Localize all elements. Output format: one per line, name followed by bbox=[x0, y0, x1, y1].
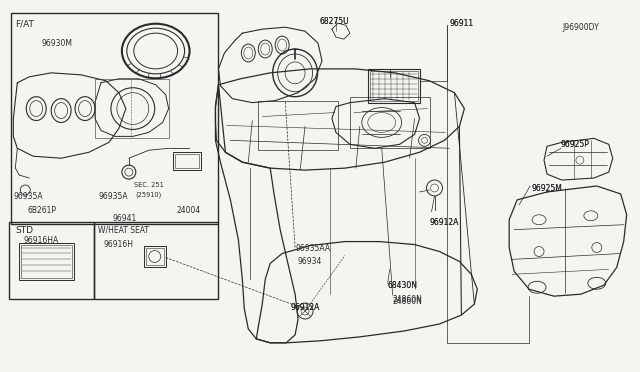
Text: 24004: 24004 bbox=[177, 206, 201, 215]
Text: 24860N: 24860N bbox=[393, 297, 422, 306]
Bar bbox=[175, 154, 198, 168]
Bar bbox=[144, 246, 166, 267]
Text: 96935A: 96935A bbox=[13, 192, 43, 201]
Text: 96935AA: 96935AA bbox=[295, 244, 330, 253]
Bar bbox=[21, 244, 72, 278]
Text: 96930M: 96930M bbox=[41, 39, 72, 48]
Text: 96912A: 96912A bbox=[290, 303, 319, 312]
Text: 96916H: 96916H bbox=[104, 240, 134, 248]
Text: 96925M: 96925M bbox=[531, 184, 562, 193]
Bar bbox=[95, 79, 169, 138]
Bar bbox=[19, 243, 74, 280]
Bar bbox=[10, 222, 94, 299]
Bar bbox=[173, 152, 200, 170]
Text: 96925P: 96925P bbox=[561, 140, 590, 149]
Text: 96911: 96911 bbox=[449, 19, 474, 28]
Text: 96941: 96941 bbox=[113, 214, 137, 223]
Text: 96911: 96911 bbox=[449, 19, 474, 28]
Bar bbox=[350, 97, 429, 148]
Text: 96912A: 96912A bbox=[290, 303, 319, 312]
Text: 96912A: 96912A bbox=[429, 218, 459, 227]
Text: F/AT: F/AT bbox=[15, 19, 34, 28]
Text: 96934: 96934 bbox=[297, 257, 321, 266]
Bar bbox=[368, 69, 420, 103]
Text: W/HEAT SEAT: W/HEAT SEAT bbox=[98, 226, 149, 235]
Text: 96935A: 96935A bbox=[99, 192, 129, 201]
Text: 24860N: 24860N bbox=[393, 295, 422, 304]
Text: 96912A: 96912A bbox=[429, 218, 459, 227]
Text: 96916HA: 96916HA bbox=[23, 235, 58, 245]
Text: SEC. 251: SEC. 251 bbox=[134, 182, 164, 188]
Text: 6B261P: 6B261P bbox=[28, 206, 56, 215]
Text: J96900DY: J96900DY bbox=[562, 23, 598, 32]
Text: 68275U: 68275U bbox=[320, 17, 349, 26]
Text: 68275U: 68275U bbox=[320, 17, 349, 26]
Text: STD: STD bbox=[15, 226, 33, 235]
Text: (25910): (25910) bbox=[136, 192, 162, 198]
Text: 68430N: 68430N bbox=[388, 281, 418, 290]
Text: 96925P: 96925P bbox=[561, 140, 590, 149]
Text: 68430N: 68430N bbox=[388, 281, 418, 290]
Bar bbox=[12, 13, 218, 224]
Text: 96925M: 96925M bbox=[531, 184, 562, 193]
Bar bbox=[259, 101, 338, 150]
Bar bbox=[370, 71, 417, 101]
Bar bbox=[94, 222, 218, 299]
Bar bbox=[146, 247, 164, 265]
